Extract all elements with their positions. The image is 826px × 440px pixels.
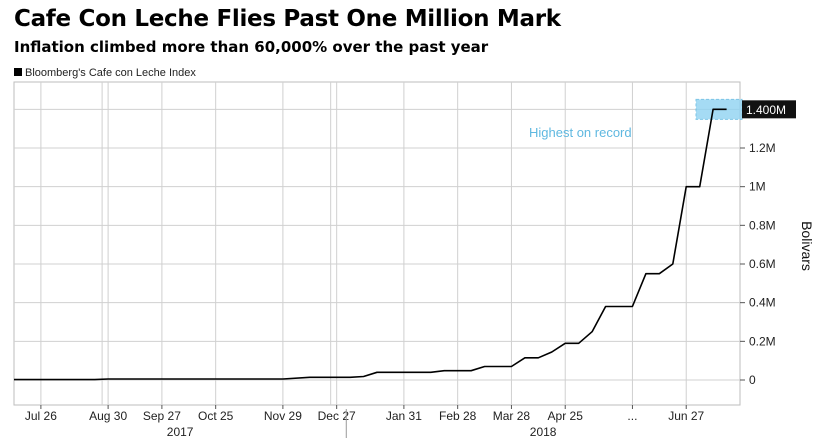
x-tick-label: Jun 27 xyxy=(668,409,704,423)
last-value-badge xyxy=(742,100,796,119)
y-axis-title: Bolivars xyxy=(799,221,815,271)
x-tick-label: ... xyxy=(627,409,637,423)
y-tick-label: 0.6M xyxy=(749,257,776,271)
x-tick-label: Oct 25 xyxy=(198,409,234,423)
x-tick-label: Mar 28 xyxy=(493,409,531,423)
x-tick-label: Feb 28 xyxy=(439,409,477,423)
y-tick-label: 1.2M xyxy=(749,141,776,155)
legend-label: Bloomberg's Cafe con Leche Index xyxy=(25,67,196,79)
y-tick-label: 0.8M xyxy=(749,218,776,232)
x-tick-label: Apr 25 xyxy=(548,409,584,423)
series-line xyxy=(14,108,727,381)
y-tick-label: 0.2M xyxy=(749,334,776,348)
y-tick-label: 0 xyxy=(749,373,756,387)
x-tick-label: Nov 29 xyxy=(264,409,302,423)
year-label: 2017 xyxy=(167,425,194,439)
last-value-label: 1.400M xyxy=(746,103,786,117)
y-tick-label: 0.4M xyxy=(749,296,776,310)
chart-title: Cafe Con Leche Flies Past One Million Ma… xyxy=(14,6,561,32)
x-tick-label: Aug 30 xyxy=(89,409,127,423)
x-tick-label: Jan 31 xyxy=(386,409,422,423)
chart-subtitle: Inflation climbed more than 60,000% over… xyxy=(14,38,489,56)
legend-swatch xyxy=(14,68,22,76)
y-tick-label: 1M xyxy=(749,180,766,194)
x-tick-label: Jul 26 xyxy=(25,409,57,423)
x-tick-label: Sep 27 xyxy=(143,409,181,423)
year-label: 2018 xyxy=(530,425,557,439)
x-tick-label: Dec 27 xyxy=(318,409,356,423)
plot-frame xyxy=(13,81,741,406)
legend: Bloomberg's Cafe con Leche Index xyxy=(14,67,196,79)
annotation-label: Highest on record xyxy=(529,125,632,140)
